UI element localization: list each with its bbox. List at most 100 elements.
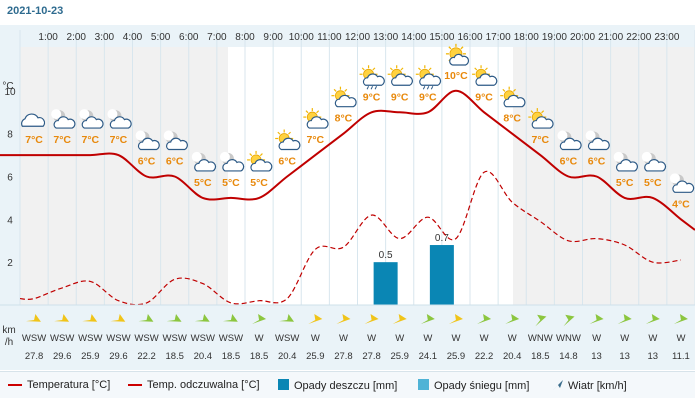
wind-speed-label: 25.9: [390, 351, 409, 362]
sun-ray: [400, 67, 404, 71]
partly-cloudy-night-icon: [641, 151, 667, 172]
sun-rain-icon: [359, 65, 385, 90]
night-shade-left: [20, 47, 228, 305]
wind-arrow-icon: [553, 380, 563, 390]
sun-ray: [474, 67, 478, 71]
temperature-label: 7°C: [82, 134, 100, 146]
wind-direction-arrow: [505, 314, 520, 324]
wind-direction-label: W: [648, 333, 657, 344]
wind-speed-label: 13: [591, 351, 602, 362]
moon-cut: [669, 173, 680, 184]
wind-direction-arrow: [336, 314, 351, 324]
moon-cut: [163, 130, 174, 141]
legend-feels-like-label: Temp. odczuwalna [°C]: [147, 379, 260, 391]
cloud-shape: [250, 159, 273, 172]
partly-sunny-icon: [303, 108, 329, 129]
temperature-label: 5°C: [644, 177, 662, 189]
wind-speed-label: 20.4: [194, 351, 213, 362]
legend-wind-label: Wiatr [km/h]: [568, 380, 627, 392]
rain-value-label: 0.5: [379, 250, 393, 261]
sunny-icon: [445, 43, 470, 66]
wind-direction-label: W: [592, 333, 601, 344]
wind-speed-label: 14.8: [559, 351, 578, 362]
partly-sunny-icon: [247, 150, 273, 172]
cloud-shape: [449, 53, 470, 66]
snow-swatch: [418, 379, 429, 390]
rain-value-label: 0.7: [435, 233, 449, 244]
temperature-label: 5°C: [194, 177, 212, 189]
cloud-shape: [587, 137, 610, 151]
wind-direction-label: W: [508, 333, 517, 344]
wind-direction-arrow: [308, 314, 323, 324]
wind-direction-arrow: [589, 314, 604, 324]
y-tick-label: 2: [7, 258, 13, 269]
moon-cut: [135, 130, 146, 141]
hour-tick-label: 3:00: [95, 32, 115, 43]
y-axis-unit: °C: [2, 81, 13, 92]
y-tick-label: 4: [7, 215, 13, 226]
temperature-series-line: [0, 89, 695, 231]
wind-speed-label: 24.1: [419, 351, 438, 362]
partly-cloudy-night-icon: [669, 173, 695, 193]
sun-rain-icon: [415, 65, 442, 90]
wind-speed-label: 18.5: [222, 351, 241, 362]
wind-speed-label: 22.2: [137, 351, 156, 362]
hour-tick-label: 7:00: [207, 32, 227, 43]
cloud-shape: [391, 73, 413, 86]
wind-speed-label: 18.5: [250, 351, 269, 362]
wind-direction-arrow: [222, 314, 238, 322]
hour-tick-label: 12:00: [345, 32, 370, 43]
y-axis: °C 2 4 6 8 10: [2, 81, 16, 269]
partly-sunny-icon: [331, 86, 357, 108]
temperature-label: 6°C: [278, 156, 296, 168]
wind-speed-label: 18.5: [165, 351, 184, 362]
partly-sunny-icon: [528, 108, 554, 129]
rain-drop: [426, 86, 430, 90]
wind-speed-label: 11.1: [672, 351, 690, 362]
wind-direction-arrow: [477, 314, 492, 324]
legend: Temperatura [°C] Temp. odczuwalna [°C] O…: [0, 371, 695, 398]
wind-direction-arrow: [26, 314, 41, 322]
hour-tick-label: 10:00: [289, 32, 314, 43]
rain-swatch: [278, 379, 289, 390]
partly-sunny-icon: [275, 129, 301, 151]
wind-direction-label: W: [339, 333, 348, 344]
hour-tick-label: 1:00: [38, 32, 58, 43]
cloud-shape: [306, 116, 329, 129]
hour-tick-label: 21:00: [598, 32, 623, 43]
hour-tick-label: 11:00: [317, 32, 342, 43]
temperature-label: 9°C: [363, 91, 381, 103]
wind-direction-arrow: [420, 314, 435, 324]
wind-direction-label: WSW: [78, 333, 102, 344]
wind-direction-label: WSW: [275, 333, 299, 344]
wind-speed-label: 25.9: [447, 351, 466, 362]
wind-speed-label: 25.9: [306, 351, 325, 362]
y-tick-label: 10: [4, 87, 16, 98]
hour-tick-label: 5:00: [151, 32, 171, 43]
sun-ray: [316, 110, 320, 114]
temperature-swatch: [8, 384, 22, 387]
temperature-label: 7°C: [532, 134, 550, 146]
y-axis-band: [0, 47, 20, 305]
legend-temperature-label: Temperatura [°C]: [27, 379, 111, 391]
sun-ray: [333, 88, 337, 92]
wind-direction-label: WSW: [163, 333, 187, 344]
sun-ray: [344, 88, 348, 92]
moon-cut: [79, 109, 90, 120]
sun-ray: [288, 131, 291, 135]
hour-tick-label: 19:00: [542, 32, 567, 43]
wind-direction-label: WSW: [106, 333, 130, 344]
sun-ray: [502, 88, 506, 92]
rain-drop: [370, 86, 374, 90]
cloud-shape: [21, 113, 46, 127]
rain-drop: [374, 86, 378, 90]
legend-wind: Wiatr [km/h]: [552, 379, 627, 392]
wind-direction-label: WSW: [50, 333, 74, 344]
wind-direction-label: WSW: [219, 333, 243, 344]
wind-direction-arrow: [673, 314, 688, 324]
wind-speed-label: 25.9: [81, 351, 100, 362]
moon-cut: [641, 151, 652, 162]
sun-ray: [448, 46, 452, 50]
wind-direction-arrow: [252, 314, 267, 324]
cloud-shape: [672, 180, 695, 193]
